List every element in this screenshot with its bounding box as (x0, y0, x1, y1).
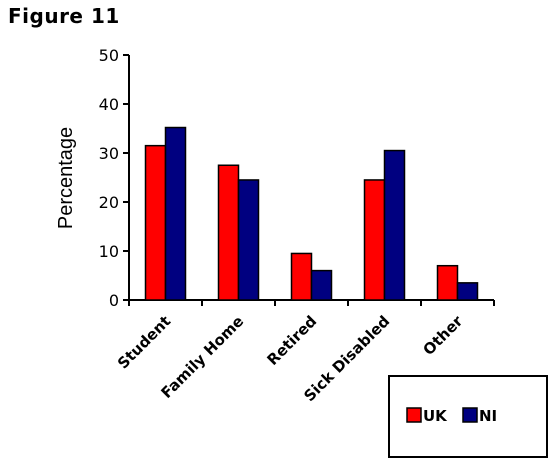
y-tick-label: 40 (99, 95, 119, 114)
bar-ni-sick-disabled (383, 149, 406, 301)
x-category-label: Student (114, 312, 174, 372)
x-axis (128, 299, 495, 306)
y-tick-label: 20 (99, 193, 119, 212)
figure-title: Figure 11 (8, 4, 120, 28)
bar-uk-sick-disabled (363, 179, 386, 301)
legend: UK NI (388, 375, 548, 458)
bar-uk-family-home (217, 164, 240, 301)
bar-uk-retired (290, 252, 313, 301)
y-axis-title: Percentage (55, 127, 77, 229)
y-tick-label: 10 (99, 242, 119, 261)
bar-ni-student (164, 126, 187, 301)
bar-uk-student (144, 144, 167, 301)
bars (144, 126, 479, 301)
x-category-label: Other (420, 312, 467, 359)
y-tick-label: 0 (109, 291, 119, 310)
bar-ni-family-home (237, 179, 260, 301)
y-tick-label: 30 (99, 144, 119, 163)
legend-label-uk: UK (423, 407, 448, 425)
x-category-label: Retired (264, 312, 321, 369)
y-axis: 0 10 20 30 40 50 (99, 46, 130, 310)
bar-uk-other (436, 264, 459, 301)
bar-ni-retired (310, 269, 333, 301)
legend-label-ni: NI (479, 407, 497, 425)
legend-swatch-ni (462, 407, 478, 423)
bar-ni-other (456, 282, 479, 301)
y-tick-label: 50 (99, 46, 119, 65)
legend-swatch-uk (406, 407, 422, 423)
